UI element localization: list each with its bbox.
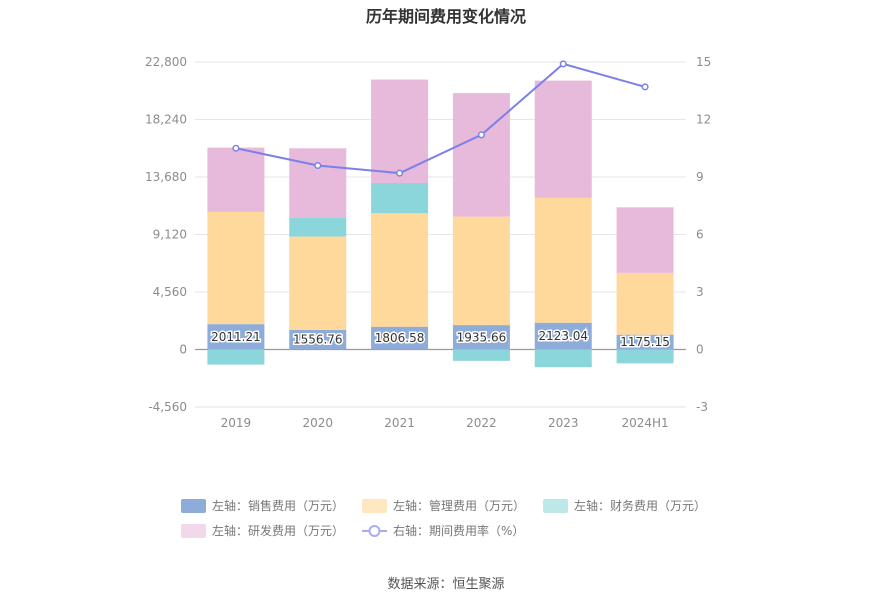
right-tick-label: -3	[696, 400, 708, 414]
left-tick-label: 0	[179, 343, 187, 357]
finance-bar[interactable]	[207, 349, 265, 365]
legend-item[interactable]: 右轴：期间费用率（%）	[362, 523, 524, 538]
admin-bar[interactable]	[534, 197, 592, 323]
left-tick-label: 9,120	[153, 228, 187, 242]
data-labels: 2011.21 1556.76 1806.58 1935.66 2123.04 1175.…	[210, 328, 672, 351]
sales-bar[interactable]	[616, 334, 674, 350]
x-tick-label: 2019	[221, 416, 252, 430]
finance-bar[interactable]	[371, 182, 429, 214]
admin-bar[interactable]	[452, 216, 510, 326]
legend[interactable]: 左轴：销售费用（万元） 左轴：管理费用（万元） 左轴：财务费用（万元） 左轴：研发费用…	[181, 498, 706, 538]
right-tick-label: 12	[696, 113, 711, 127]
right-tick-label: 6	[696, 228, 704, 242]
rd-bar[interactable]	[616, 207, 674, 273]
left-tick-label: 13,680	[145, 170, 187, 184]
legend-label: 左轴：财务费用（万元）	[574, 498, 706, 513]
bars	[207, 79, 674, 368]
legend-item[interactable]: 左轴：管理费用（万元）	[362, 498, 525, 513]
left-axis-ticks: 22,800 18,240 13,680 9,120 4,560 0 -4,560	[145, 55, 187, 414]
sales-data-label: 2011.21	[211, 330, 261, 344]
rate-point[interactable]	[641, 83, 649, 91]
left-tick-label: 4,560	[153, 285, 187, 299]
rd-bar[interactable]	[452, 93, 510, 217]
sales-bar[interactable]	[207, 324, 265, 350]
rate-point[interactable]	[396, 169, 404, 177]
left-tick-label: 18,240	[145, 113, 187, 127]
right-tick-label: 15	[696, 55, 711, 69]
legend-swatch	[181, 499, 206, 513]
sales-data-label: 2123.04	[538, 329, 588, 343]
legend-swatch	[543, 499, 568, 513]
x-axis-ticks: 2019 2020 2021 2022 2023 2024H1	[195, 406, 686, 430]
finance-bar[interactable]	[289, 217, 347, 237]
admin-bar[interactable]	[289, 236, 347, 330]
sales-bar[interactable]	[452, 325, 510, 350]
admin-bar[interactable]	[207, 211, 265, 325]
legend-swatch	[181, 524, 206, 538]
sales-bar[interactable]	[371, 326, 429, 350]
x-tick-label: 2023	[548, 416, 579, 430]
chart-title: 历年期间费用变化情况	[366, 7, 526, 26]
expense-rate-line	[232, 60, 649, 177]
finance-bar[interactable]	[452, 349, 510, 361]
finance-bar[interactable]	[616, 349, 674, 364]
finance-bar[interactable]	[534, 349, 592, 368]
legend-item[interactable]: 左轴：研发费用（万元）	[181, 523, 344, 538]
x-tick-label: 2020	[302, 416, 333, 430]
sales-data-label: 1806.58	[375, 331, 425, 345]
sales-data-label: 1556.76	[293, 333, 343, 347]
x-tick-label: 2024H1	[621, 416, 668, 430]
rd-bar[interactable]	[534, 80, 592, 198]
x-tick-label: 2022	[466, 416, 497, 430]
admin-bar[interactable]	[616, 272, 674, 335]
rate-point[interactable]	[477, 131, 485, 139]
sales-data-label: 1935.66	[457, 330, 507, 344]
legend-line-marker	[368, 525, 381, 537]
right-axis-ticks: 15 12 9 6 3 0 -3	[696, 55, 711, 414]
rate-polyline	[235, 62, 646, 175]
legend-label: 左轴：研发费用（万元）	[212, 523, 344, 538]
legend-label: 右轴：期间费用率（%）	[393, 523, 524, 538]
legend-item[interactable]: 左轴：财务费用（万元）	[543, 498, 706, 513]
left-tick-label: 22,800	[145, 55, 187, 69]
legend-label: 左轴：销售费用（万元）	[212, 498, 344, 513]
admin-bar[interactable]	[371, 213, 429, 327]
legend-label: 左轴：管理费用（万元）	[393, 498, 525, 513]
rd-bar[interactable]	[207, 147, 265, 212]
source-note: 数据来源：恒生聚源	[387, 577, 504, 592]
grid-lines	[195, 61, 686, 408]
right-tick-label: 0	[696, 343, 704, 357]
x-tick-label: 2021	[384, 416, 415, 430]
left-tick-label: -4,560	[148, 400, 187, 414]
sales-data-label: 1175.15	[620, 335, 670, 349]
legend-swatch	[362, 499, 387, 513]
right-tick-label: 3	[696, 285, 704, 299]
rd-bar[interactable]	[371, 79, 429, 183]
legend-item[interactable]: 左轴：销售费用（万元）	[181, 498, 344, 513]
sales-bar[interactable]	[534, 322, 592, 350]
rate-point[interactable]	[314, 161, 322, 170]
rate-point[interactable]	[232, 144, 240, 152]
sales-bar[interactable]	[289, 329, 347, 350]
right-tick-label: 9	[696, 170, 704, 184]
rate-point[interactable]	[559, 60, 567, 68]
rd-bar[interactable]	[289, 148, 347, 218]
